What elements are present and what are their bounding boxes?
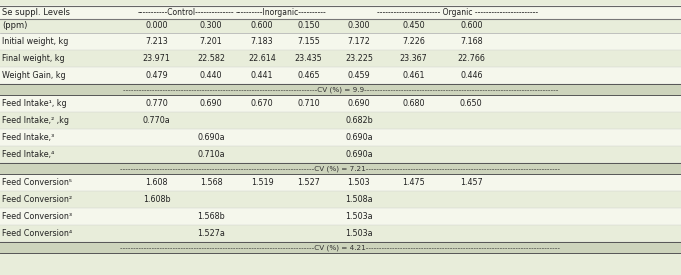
Text: 0.710a: 0.710a	[197, 150, 225, 159]
Text: 0.670: 0.670	[251, 99, 274, 108]
Bar	[0, 95, 681, 112]
Text: 0.450: 0.450	[402, 21, 425, 30]
Text: 7.201: 7.201	[200, 37, 223, 46]
Text: 22.614: 22.614	[249, 54, 276, 63]
Text: Feed Intake¹, kg: Feed Intake¹, kg	[2, 99, 67, 108]
Text: 22.766: 22.766	[458, 54, 485, 63]
Text: 1.519: 1.519	[251, 178, 274, 187]
Text: 1.527: 1.527	[297, 178, 320, 187]
Text: Feed Intake,⁴: Feed Intake,⁴	[2, 150, 54, 159]
Text: 0.680: 0.680	[402, 99, 425, 108]
Bar	[0, 50, 681, 67]
Text: 0.300: 0.300	[200, 21, 223, 30]
Text: 1.475: 1.475	[402, 178, 425, 187]
Bar	[0, 112, 681, 129]
Text: 0.690a: 0.690a	[345, 133, 373, 142]
Bar	[0, 225, 681, 242]
Text: Feed Conversion⁴: Feed Conversion⁴	[2, 229, 72, 238]
Text: 0.446: 0.446	[460, 71, 483, 80]
Text: 1.503a: 1.503a	[345, 229, 373, 238]
Text: 7.155: 7.155	[297, 37, 320, 46]
Text: --------------------------------------------------------------------------CV (%): ----------------------------------------…	[121, 165, 560, 172]
Text: Weight Gain, kg: Weight Gain, kg	[2, 71, 65, 80]
Text: -----------Control--------------: -----------Control--------------	[138, 8, 234, 17]
Text: 7.168: 7.168	[460, 37, 483, 46]
Text: 1.457: 1.457	[460, 178, 483, 187]
Text: 1.503a: 1.503a	[345, 212, 373, 221]
Text: 23.367: 23.367	[400, 54, 427, 63]
Text: 7.172: 7.172	[347, 37, 370, 46]
Text: 0.440: 0.440	[200, 71, 223, 80]
Text: 0.459: 0.459	[347, 71, 370, 80]
Text: 1.608b: 1.608b	[143, 195, 170, 204]
Text: 1.608: 1.608	[145, 178, 168, 187]
Text: Feed Conversion³: Feed Conversion³	[2, 212, 72, 221]
Text: 0.465: 0.465	[297, 71, 320, 80]
Text: 0.690: 0.690	[347, 99, 370, 108]
Text: 0.461: 0.461	[402, 71, 425, 80]
Text: 0.710: 0.710	[297, 99, 320, 108]
Bar	[0, 191, 681, 208]
Text: Final weight, kg: Final weight, kg	[2, 54, 65, 63]
Text: 0.150: 0.150	[297, 21, 320, 30]
Text: Feed Conversion²: Feed Conversion²	[2, 195, 72, 204]
Text: 0.690: 0.690	[200, 99, 223, 108]
Bar	[0, 33, 681, 50]
Bar	[0, 146, 681, 163]
Text: Se suppl. Levels: Se suppl. Levels	[2, 8, 70, 17]
Text: 0.770a: 0.770a	[143, 116, 170, 125]
Text: --------------------------------------------------------------------------CV (%): ----------------------------------------…	[121, 244, 560, 251]
Bar	[0, 129, 681, 146]
Text: 0.690a: 0.690a	[197, 133, 225, 142]
Text: (ppm): (ppm)	[2, 21, 27, 30]
Text: Feed Intake,² ,kg: Feed Intake,² ,kg	[2, 116, 69, 125]
Text: 0.479: 0.479	[145, 71, 168, 80]
Text: --------------------------------------------------------------------------CV (%): ----------------------------------------…	[123, 86, 558, 93]
Text: 0.690a: 0.690a	[345, 150, 373, 159]
Bar	[0, 19, 681, 33]
Text: 0.000: 0.000	[145, 21, 168, 30]
Text: 0.770: 0.770	[145, 99, 168, 108]
Text: 1.568b: 1.568b	[197, 212, 225, 221]
Text: Feed Conversion⁵: Feed Conversion⁵	[2, 178, 72, 187]
Text: Feed Intake,³: Feed Intake,³	[2, 133, 54, 142]
Text: 22.582: 22.582	[197, 54, 225, 63]
Text: 7.183: 7.183	[251, 37, 274, 46]
Bar	[0, 208, 681, 225]
Text: 0.650: 0.650	[460, 99, 483, 108]
Text: 0.600: 0.600	[460, 21, 483, 30]
Text: 0.300: 0.300	[347, 21, 370, 30]
Text: 0.441: 0.441	[251, 71, 274, 80]
Text: ----------------------- Organic -----------------------: ----------------------- Organic --------…	[377, 8, 538, 17]
Text: Initial weight, kg: Initial weight, kg	[2, 37, 68, 46]
Text: 0.682b: 0.682b	[345, 116, 373, 125]
Text: 1.568: 1.568	[200, 178, 223, 187]
Text: 7.213: 7.213	[145, 37, 168, 46]
Text: 23.435: 23.435	[295, 54, 322, 63]
Text: 7.226: 7.226	[402, 37, 425, 46]
Text: 1.508a: 1.508a	[345, 195, 373, 204]
Text: 0.600: 0.600	[251, 21, 274, 30]
Bar	[0, 163, 681, 174]
Text: 1.503: 1.503	[347, 178, 370, 187]
Text: 23.225: 23.225	[345, 54, 373, 63]
Bar	[0, 67, 681, 84]
Bar	[0, 174, 681, 191]
Text: 1.527a: 1.527a	[197, 229, 225, 238]
Text: 23.971: 23.971	[143, 54, 170, 63]
Bar	[0, 84, 681, 95]
Bar	[0, 6, 681, 19]
Bar	[0, 242, 681, 253]
Text: ----------Inorganic----------: ----------Inorganic----------	[236, 8, 327, 17]
